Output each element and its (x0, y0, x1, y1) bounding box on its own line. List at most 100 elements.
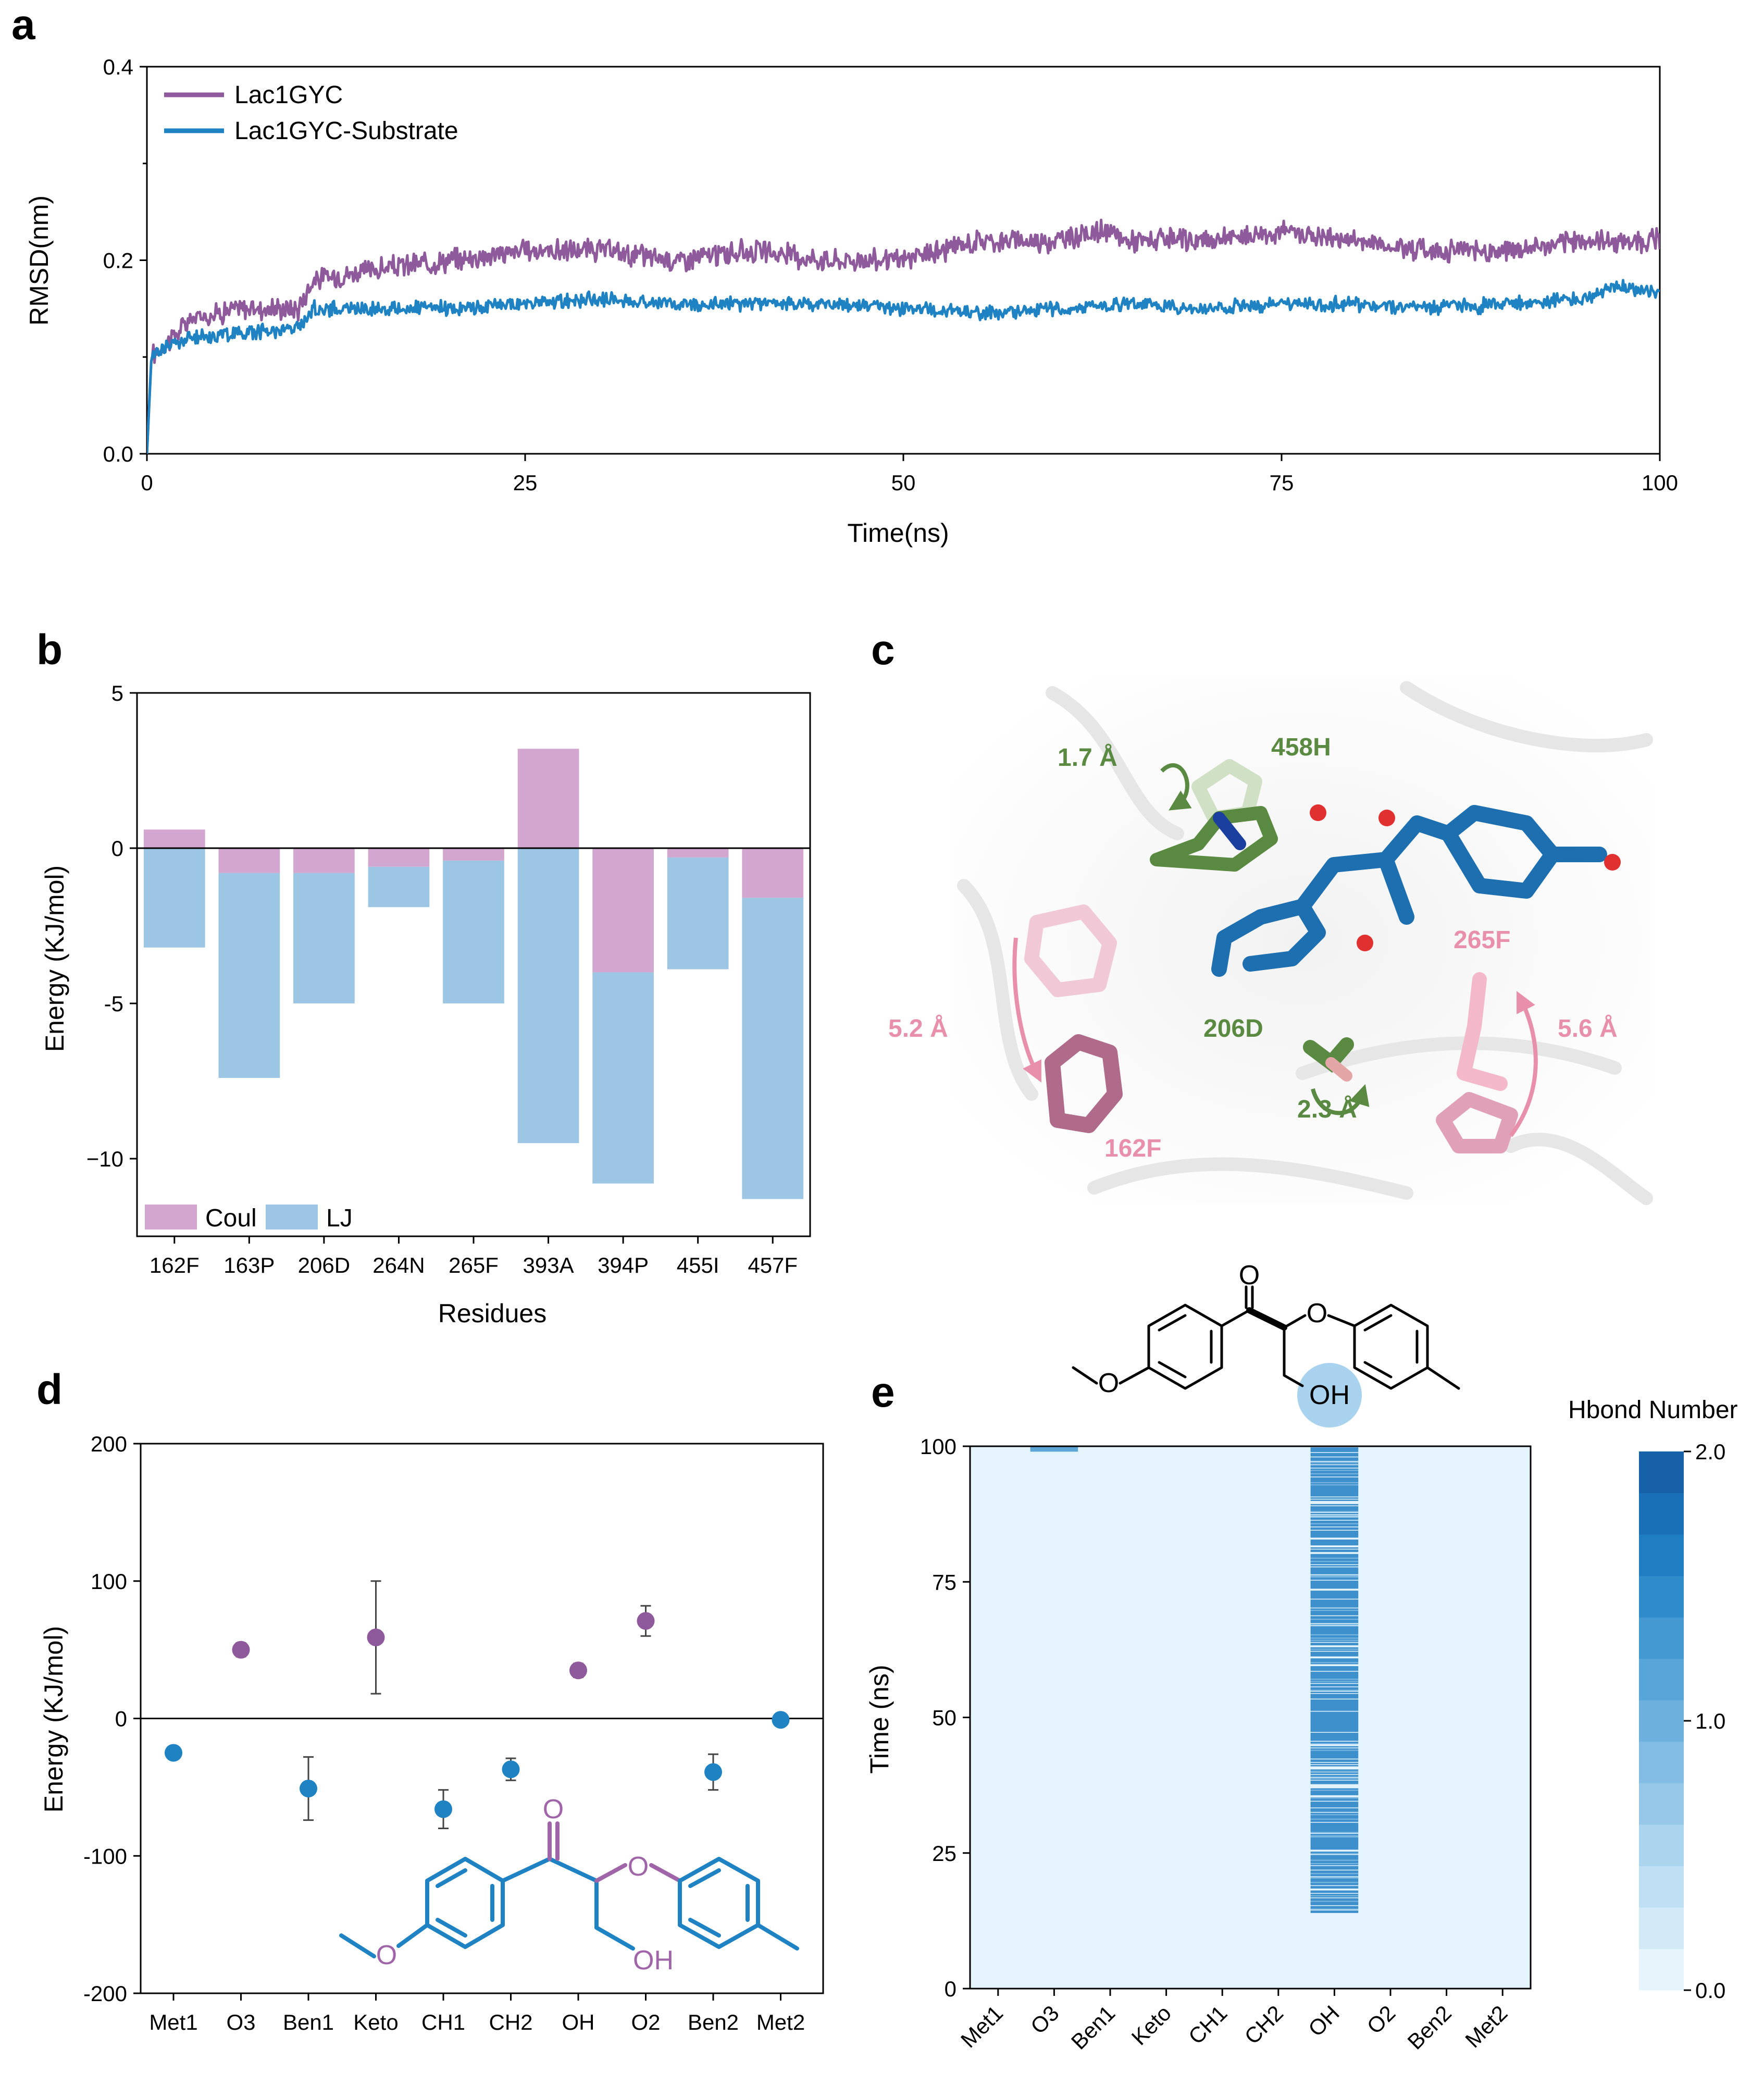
heatmap-cell-oh (1310, 1714, 1359, 1716)
x-tick-label: 75 (1270, 470, 1294, 495)
heatmap-cell-oh (1310, 1459, 1359, 1461)
heatmap-cell-oh (1310, 1483, 1359, 1485)
heatmap-cell-oh (1310, 1789, 1359, 1791)
heatmap-cell-oh (1310, 1826, 1359, 1828)
heatmap-cell-oh (1310, 1788, 1359, 1790)
heatmap-cell-oh (1310, 1901, 1359, 1903)
header-molecule (1072, 1285, 1460, 1427)
arrow-265f (1509, 991, 1538, 1137)
y-axis-label: Time (ns) (865, 1665, 894, 1773)
heatmap-cell-oh (1310, 1816, 1359, 1818)
y-tick-label: 0 (111, 836, 123, 861)
heatmap-cell-oh (1310, 1756, 1359, 1758)
x-tick-label: 206D (298, 1253, 350, 1277)
heatmap-cell-oh (1310, 1517, 1359, 1519)
heatmap-cell-oh (1310, 1603, 1359, 1605)
y-axis-label: Energy (KJ/mol) (39, 1626, 68, 1813)
bar-lj (293, 873, 355, 1003)
y-tick-label: 5 (111, 681, 123, 705)
heatmap-cell-oh (1310, 1727, 1359, 1729)
x-tick-label: O3 (226, 2010, 255, 2034)
series-lac1gyc (147, 218, 1660, 454)
heatmap-cell-oh (1310, 1493, 1359, 1495)
heatmap-cell-oh (1310, 1738, 1359, 1740)
heatmap-cell-oh (1310, 1634, 1359, 1635)
x-tick-label: Met2 (1460, 2001, 1512, 2052)
label-265f: 265F (1454, 926, 1510, 954)
heatmap-cell-oh (1310, 1868, 1359, 1870)
data-point (704, 1763, 722, 1781)
bar-coul (218, 848, 280, 873)
heatmap-cell-oh (1310, 1666, 1359, 1668)
x-tick-label: 50 (891, 470, 916, 495)
heatmap-cell-oh (1310, 1528, 1359, 1530)
colorbar-band (1639, 1493, 1684, 1535)
heatmap-cell-oh (1310, 1453, 1359, 1455)
heatmap-cell-oh (1310, 1549, 1359, 1551)
y-tick-label: 100 (920, 1434, 956, 1459)
heatmap-cell-oh (1310, 1881, 1359, 1883)
heatmap-cell-oh (1310, 1772, 1359, 1774)
heatmap-cell-oh (1310, 1891, 1359, 1893)
heatmap-cell-oh (1310, 1658, 1359, 1660)
colorbar-band (1639, 1451, 1684, 1494)
heatmap-cell-oh (1310, 1570, 1359, 1572)
heatmap-cell-oh (1310, 1882, 1359, 1884)
heatmap-cell-oh (1310, 1829, 1359, 1831)
series-lac1gyc-substrate (147, 279, 1660, 454)
heatmap-cell-oh (1310, 1824, 1359, 1827)
heatmap-cell-oh (1310, 1654, 1359, 1656)
label-dist-5-6: 5.6 Å (1558, 1014, 1618, 1042)
heatmap-cell-oh (1310, 1636, 1359, 1638)
heatmap-cell-oh (1310, 1743, 1359, 1744)
heatmap-cell-oh (1310, 1508, 1359, 1510)
heatmap-cell-oh (1310, 1846, 1359, 1848)
y-tick-label: -200 (83, 1981, 127, 2006)
heatmap-cell-oh (1310, 1605, 1359, 1607)
heatmap-cell-oh (1310, 1778, 1359, 1780)
energy-scatter-chart: 200 100 0 -100 -200 Met1 O3 Ben1 Keto CH1 CH2 OH O2 B… (39, 1432, 824, 2034)
heatmap-cell-oh (1310, 1518, 1359, 1520)
colorbar-band (1639, 1534, 1684, 1577)
heatmap-cell-oh (1310, 1582, 1359, 1583)
heatmap-cell-oh (1310, 1668, 1359, 1670)
heatmap-cell-oh (1310, 1617, 1359, 1619)
heatmap-cell-oh (1310, 1828, 1359, 1830)
hydroxyl-highlight (1297, 1363, 1362, 1427)
heatmap-cell-oh (1310, 1875, 1359, 1877)
heatmap-cell-oh (1310, 1741, 1359, 1743)
heatmap-cell-oh (1310, 1667, 1359, 1669)
heatmap-cell-oh (1310, 1838, 1359, 1840)
x-tick-label: 100 (1642, 470, 1678, 495)
heatmap-cell-oh (1310, 1652, 1359, 1654)
heatmap-cell-oh (1310, 1504, 1359, 1506)
heatmap-cell-oh (1310, 1673, 1359, 1675)
heatmap-cell-oh (1310, 1780, 1359, 1782)
heatmap-cell-oh (1310, 1721, 1359, 1723)
heatmap-cell-oh (1310, 1813, 1359, 1815)
heatmap-cell-oh (1310, 1595, 1359, 1597)
heatmap-cell-oh (1310, 1802, 1359, 1803)
heatmap-cell-oh (1310, 1540, 1359, 1541)
heatmap-cell-oh (1310, 1475, 1359, 1477)
heatmap-cell-oh (1310, 1466, 1359, 1468)
heatmap-cell-oh (1310, 1871, 1359, 1873)
heatmap-cell-oh (1310, 1804, 1359, 1806)
heatmap-cell-oh (1310, 1718, 1359, 1720)
heatmap-cell-oh (1310, 1533, 1359, 1534)
x-tick-label: CH1 (1184, 2001, 1232, 2049)
heatmap-cell-oh (1310, 1688, 1359, 1690)
heatmap-cell-oh (1310, 1621, 1359, 1623)
heatmap-cell-oh (1310, 1554, 1359, 1556)
heatmap-cell-oh (1310, 1848, 1359, 1850)
heatmap-cell-oh (1310, 1461, 1359, 1463)
colorbar-band (1639, 1617, 1684, 1659)
heatmap-cell-oh (1310, 1489, 1359, 1491)
colorbar-band (1639, 1700, 1684, 1742)
heatmap-cell-oh (1310, 1822, 1359, 1824)
heatmap-cell-oh (1310, 1681, 1359, 1683)
legend-label: LJ (326, 1205, 353, 1232)
heatmap-cell-oh (1310, 1448, 1359, 1450)
heatmap-cell-oh (1310, 1720, 1359, 1722)
colorbar-band (1639, 1783, 1684, 1825)
